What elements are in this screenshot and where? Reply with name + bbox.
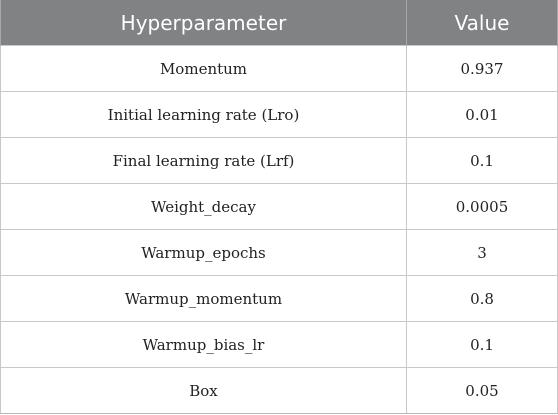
value-cell: 0.01 [406,91,558,138]
table-row: Warmup_bias_lr 0.1 [0,321,558,368]
table-row: Box 0.05 [0,367,558,414]
value-cell: 0.0005 [406,183,558,230]
param-cell: Warmup_epochs [0,229,407,276]
param-cell: Initial learning rate (Lro) [0,91,407,138]
table-row: Initial learning rate (Lro) 0.01 [0,91,558,138]
table-header-row: Hyperparameter Value [0,0,558,46]
value-cell: 0.937 [406,45,558,92]
table-row: Momentum 0.937 [0,45,558,92]
table-row: Weight_decay 0.0005 [0,183,558,230]
param-cell: Warmup_momentum [0,275,407,322]
value-cell: 3 [406,229,558,276]
param-cell: Momentum [0,45,407,92]
param-cell: Box [0,367,407,414]
value-cell: 0.1 [406,137,558,184]
value-cell: 0.1 [406,321,558,368]
value-cell: 0.8 [406,275,558,322]
table-row: Warmup_momentum 0.8 [0,275,558,322]
header-hyperparameter: Hyperparameter [0,0,407,46]
header-value: Value [406,0,558,46]
param-cell: Weight_decay [0,183,407,230]
param-cell: Final learning rate (Lrf) [0,137,407,184]
param-cell: Warmup_bias_lr [0,321,407,368]
value-cell: 0.05 [406,367,558,414]
table-row: Final learning rate (Lrf) 0.1 [0,137,558,184]
table-row: Warmup_epochs 3 [0,229,558,276]
